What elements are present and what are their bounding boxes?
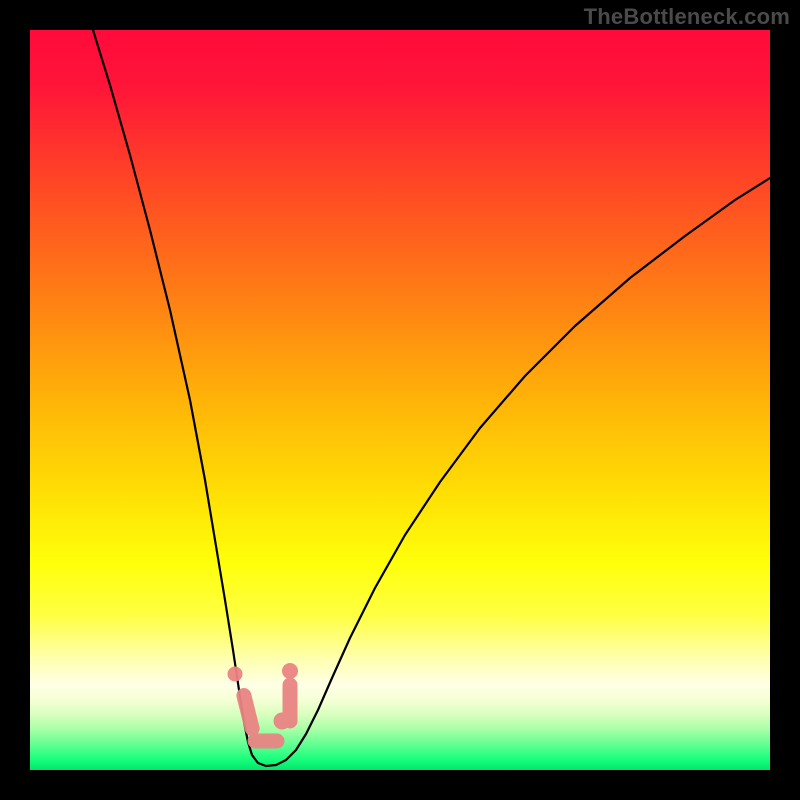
chart-svg [30,30,770,770]
marker [283,664,298,679]
marker [248,734,284,748]
gradient-background [30,30,770,770]
marker [283,678,297,728]
watermark-text: TheBottleneck.com [584,4,790,30]
marker [228,667,242,681]
plot-area [30,30,770,770]
